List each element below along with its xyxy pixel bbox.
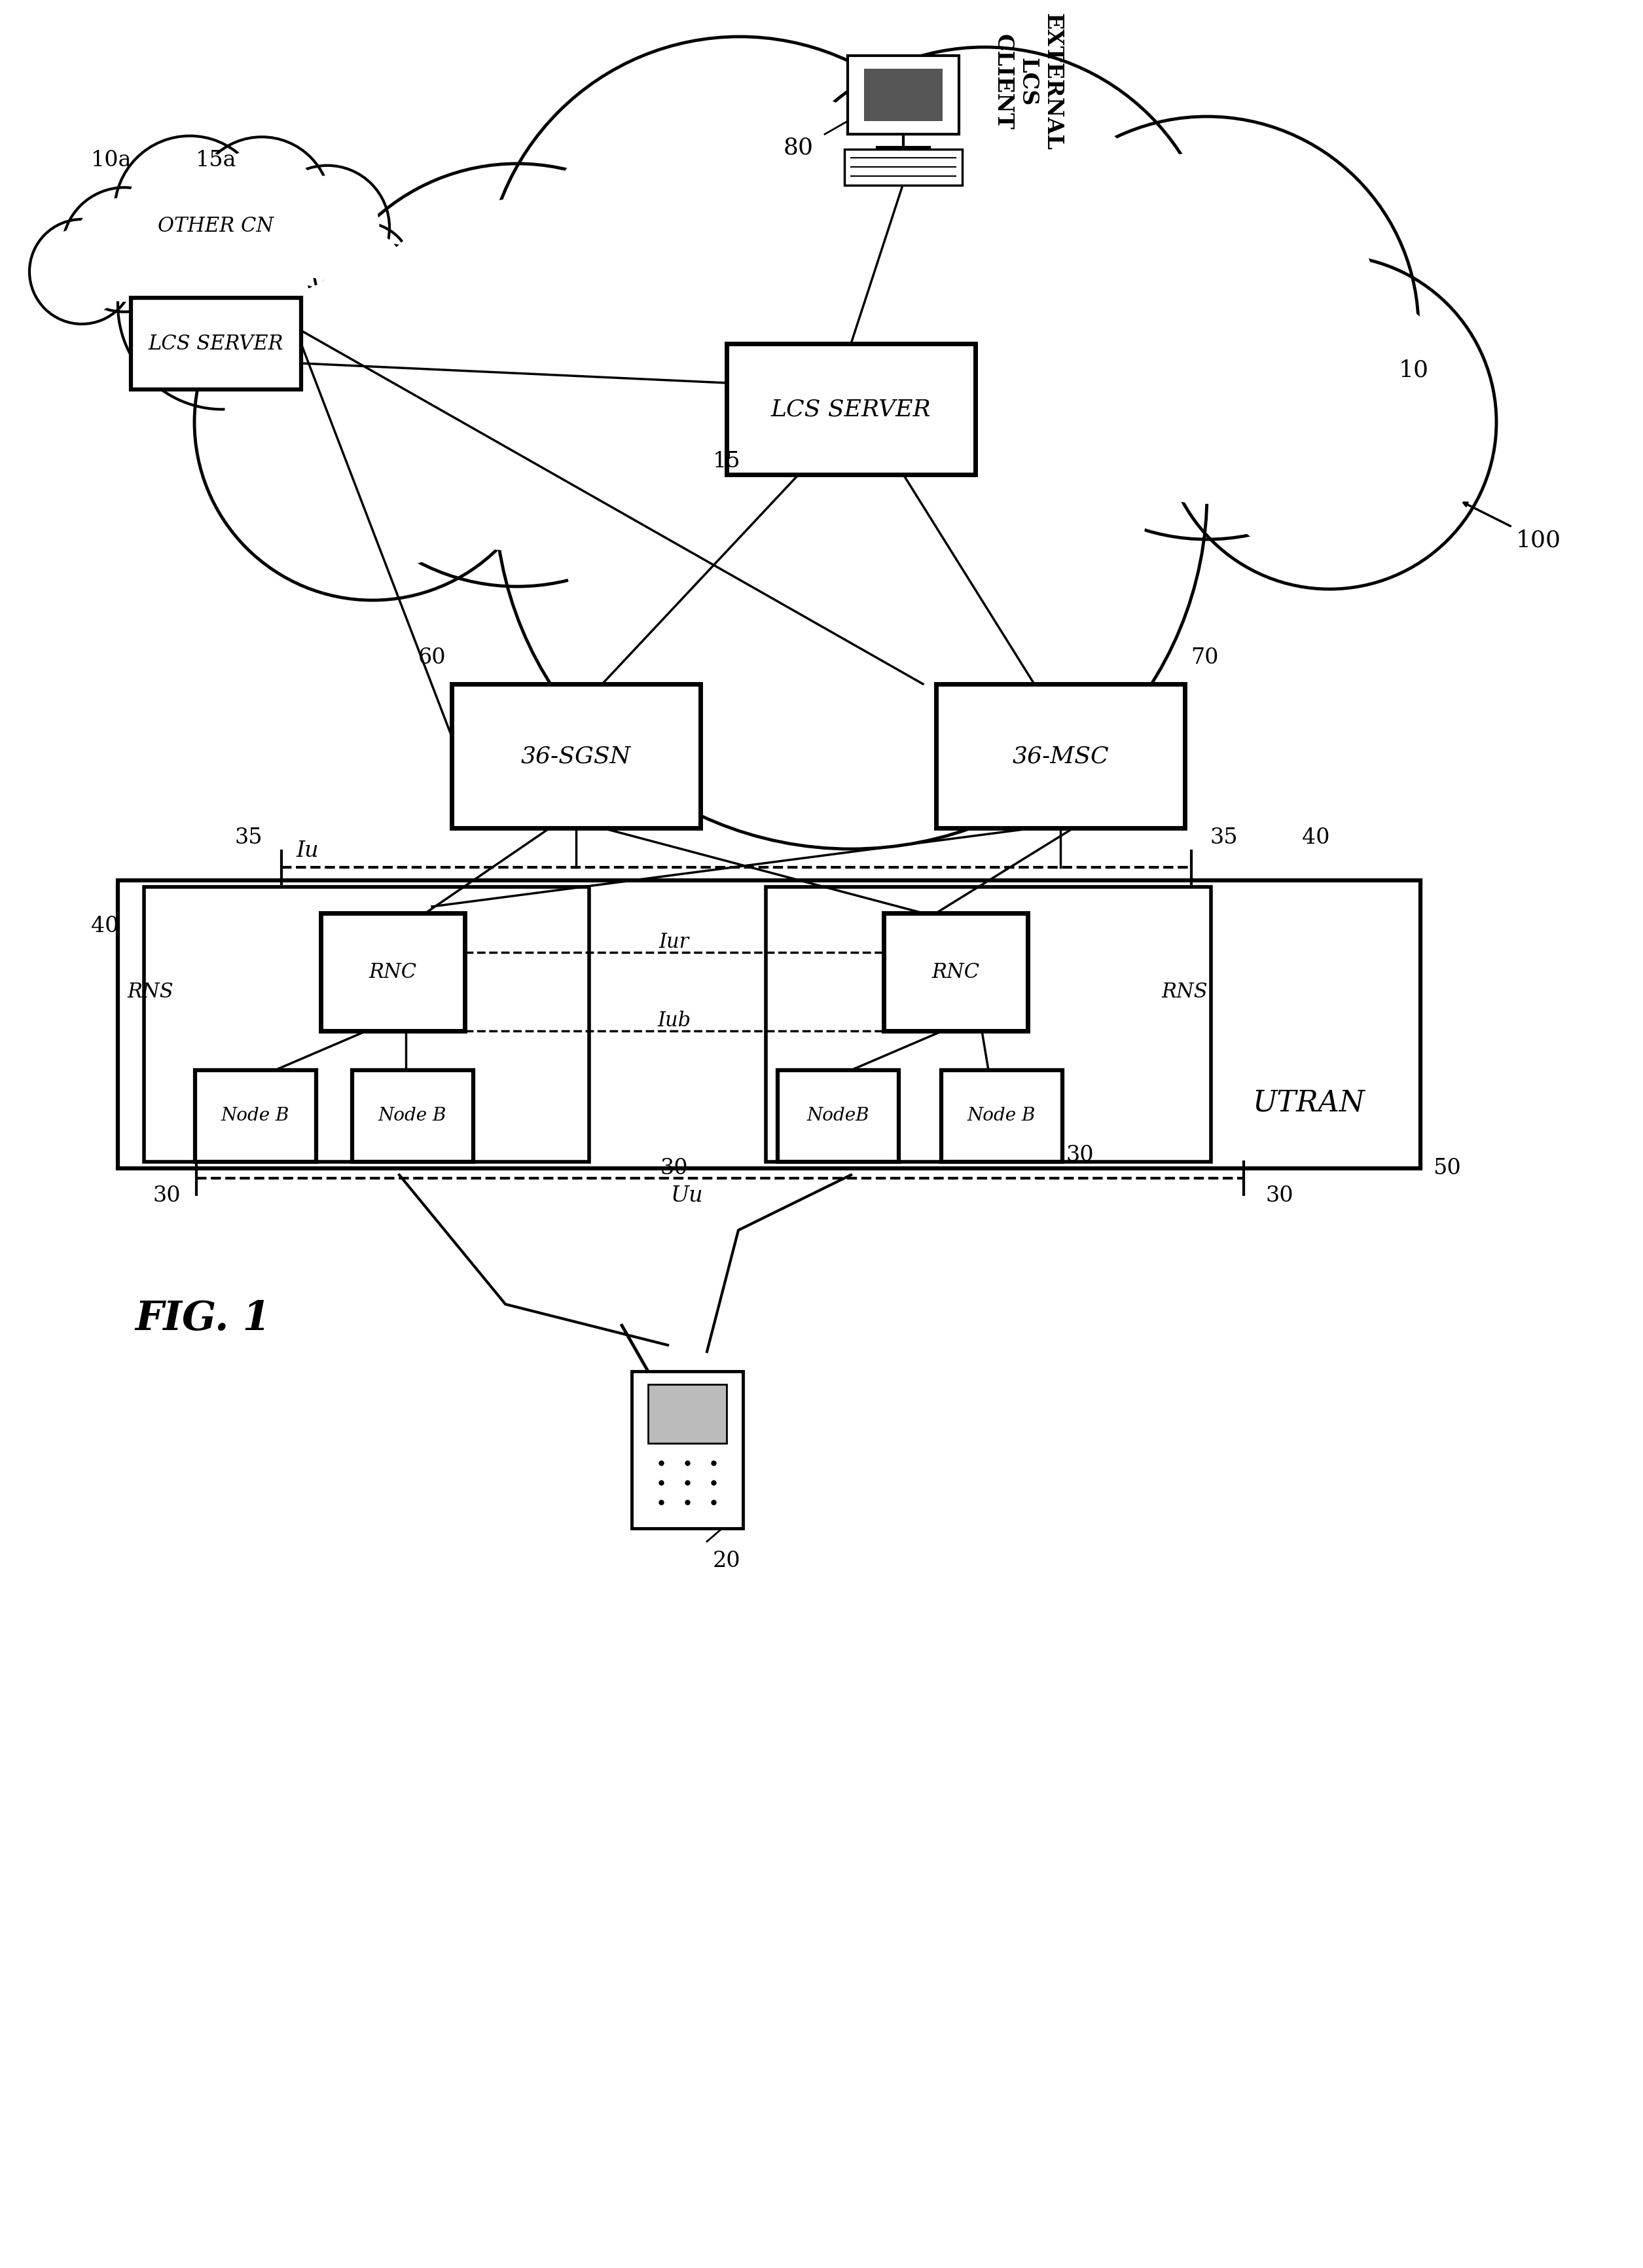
- Text: Iub: Iub: [657, 1012, 692, 1032]
- Text: 30: 30: [153, 1186, 181, 1207]
- Text: 36-MSC: 36-MSC: [1012, 744, 1109, 767]
- Text: 60: 60: [417, 646, 445, 669]
- Circle shape: [128, 150, 253, 274]
- Circle shape: [483, 36, 996, 549]
- Text: 40: 40: [90, 916, 118, 937]
- Bar: [777, 1070, 899, 1161]
- Circle shape: [194, 136, 330, 274]
- Circle shape: [62, 188, 187, 311]
- Text: 15a: 15a: [196, 150, 237, 170]
- Text: OTHER CN: OTHER CN: [158, 215, 274, 236]
- Text: 20: 20: [713, 1551, 741, 1572]
- Text: 10a: 10a: [90, 150, 131, 170]
- Text: 70: 70: [1191, 646, 1219, 669]
- Circle shape: [72, 197, 176, 302]
- Text: 30: 30: [1265, 1186, 1293, 1207]
- Text: 15: 15: [713, 451, 741, 472]
- Bar: [118, 880, 1421, 1168]
- Text: Iur: Iur: [659, 932, 690, 953]
- Circle shape: [194, 245, 550, 601]
- Circle shape: [118, 200, 327, 408]
- Bar: [726, 345, 976, 474]
- Circle shape: [1163, 256, 1497, 590]
- Circle shape: [996, 116, 1418, 540]
- Bar: [884, 914, 1027, 1032]
- Circle shape: [136, 218, 309, 392]
- Circle shape: [342, 200, 693, 551]
- Text: 50: 50: [1433, 1159, 1461, 1179]
- Text: 100: 100: [1516, 528, 1561, 551]
- Circle shape: [314, 222, 412, 320]
- Bar: [766, 887, 1211, 1161]
- Bar: [352, 1070, 473, 1161]
- Text: Node B: Node B: [378, 1107, 447, 1125]
- Circle shape: [115, 136, 265, 286]
- Text: FIG. 1: FIG. 1: [135, 1300, 271, 1338]
- Text: Uu: Uu: [670, 1186, 703, 1207]
- Text: EXTERNAL
LCS
CLIENT: EXTERNAL LCS CLIENT: [992, 14, 1063, 150]
- Circle shape: [276, 177, 380, 279]
- Text: LCS SERVER: LCS SERVER: [771, 397, 932, 420]
- Text: 36-SGSN: 36-SGSN: [521, 744, 631, 767]
- Bar: [864, 68, 943, 120]
- Text: 80: 80: [784, 136, 813, 159]
- Circle shape: [306, 163, 728, 587]
- Text: RNC: RNC: [368, 962, 417, 982]
- Bar: [452, 685, 700, 828]
- Bar: [631, 1372, 743, 1529]
- Circle shape: [527, 79, 951, 506]
- Bar: [145, 887, 590, 1161]
- Text: 35: 35: [235, 828, 263, 848]
- Text: NodeB: NodeB: [807, 1107, 869, 1125]
- Bar: [941, 1070, 1061, 1161]
- Circle shape: [38, 229, 125, 315]
- Text: RNC: RNC: [932, 962, 979, 982]
- Circle shape: [751, 48, 1217, 515]
- Circle shape: [790, 86, 1178, 474]
- Circle shape: [495, 136, 1208, 848]
- Circle shape: [1191, 284, 1467, 560]
- Text: Iu: Iu: [296, 841, 319, 862]
- Text: 30: 30: [660, 1159, 688, 1179]
- Circle shape: [322, 231, 404, 313]
- Text: LCS SERVER: LCS SERVER: [148, 333, 284, 354]
- Text: 35: 35: [1211, 828, 1239, 848]
- Text: 10: 10: [1398, 358, 1429, 381]
- Bar: [647, 1383, 726, 1442]
- Text: UTRAN: UTRAN: [1254, 1089, 1365, 1118]
- Text: 30: 30: [1066, 1145, 1094, 1166]
- Text: Node B: Node B: [968, 1107, 1035, 1125]
- Bar: [845, 150, 963, 186]
- Circle shape: [225, 274, 521, 569]
- Circle shape: [265, 166, 389, 290]
- Circle shape: [555, 197, 1147, 789]
- Text: RNS: RNS: [1162, 982, 1208, 1002]
- Bar: [131, 297, 301, 390]
- Circle shape: [1032, 152, 1382, 503]
- Bar: [937, 685, 1185, 828]
- Bar: [320, 914, 465, 1032]
- Circle shape: [205, 150, 319, 263]
- Text: RNS: RNS: [128, 982, 174, 1002]
- Text: Node B: Node B: [222, 1107, 289, 1125]
- Bar: [848, 57, 960, 134]
- Text: 40: 40: [1301, 828, 1329, 848]
- Circle shape: [30, 220, 135, 324]
- Bar: [196, 1070, 315, 1161]
